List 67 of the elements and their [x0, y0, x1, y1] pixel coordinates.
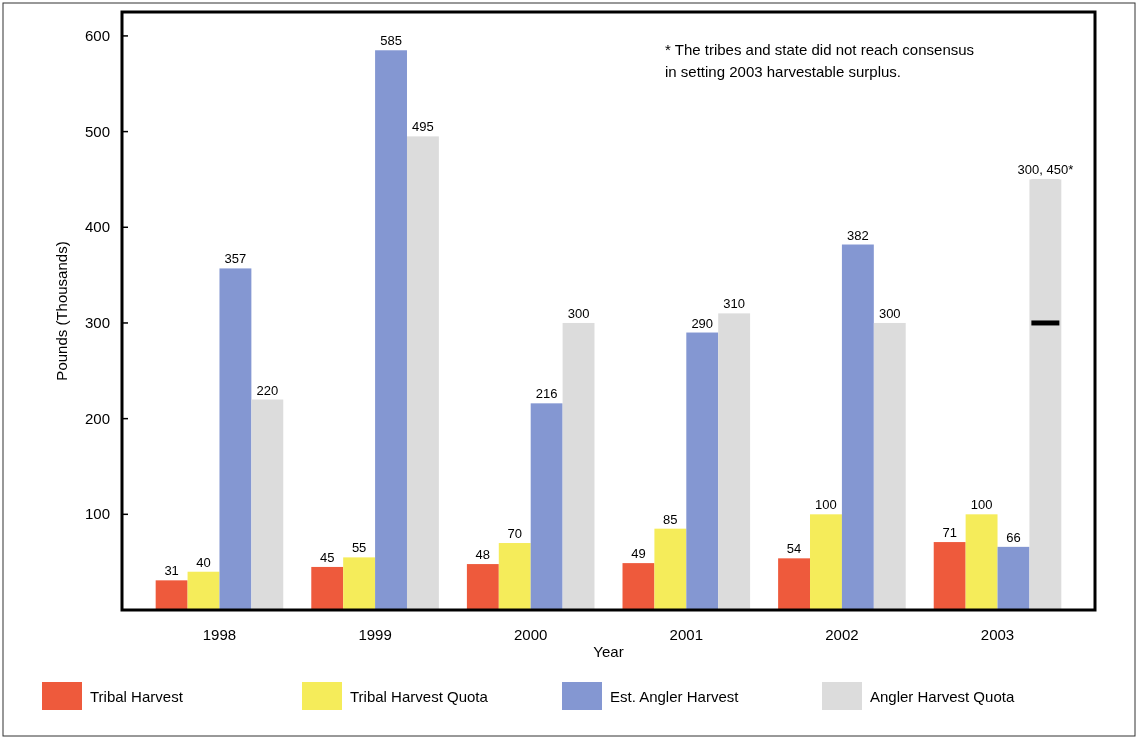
data-label: 300	[567, 305, 590, 321]
data-label: 54	[786, 541, 802, 557]
data-label: 55	[351, 540, 367, 556]
y-tick-label: 400	[84, 218, 110, 236]
data-label: 70	[507, 526, 522, 542]
bar	[810, 514, 842, 610]
annotation: * The tribes and state did not reach consensus in setting 2003 harvestable surplus.	[665, 41, 975, 80]
data-label: 40	[196, 554, 211, 570]
bar	[933, 542, 966, 610]
bar	[562, 322, 595, 610]
bar	[997, 546, 1030, 610]
bar	[155, 580, 188, 610]
data-label: 220	[256, 382, 279, 398]
bar	[1029, 179, 1062, 610]
x-tick-label: 2000	[514, 626, 548, 643]
data-label: 71	[942, 525, 957, 541]
bar	[965, 514, 998, 610]
y-tick-label: 600	[84, 26, 110, 44]
x-axis-title: Year	[593, 643, 624, 660]
data-label: 585	[380, 33, 402, 49]
bar	[498, 543, 531, 610]
x-tick-label: 2002	[825, 626, 859, 643]
y-tick-label: 200	[84, 409, 110, 427]
bar	[654, 528, 687, 610]
y-axis-title: Pounds (Thousands)	[53, 241, 70, 381]
bar	[622, 563, 655, 610]
bar	[778, 558, 811, 610]
data-label: 45	[320, 549, 335, 565]
x-tick-label: 2001	[669, 626, 703, 643]
data-label: 300, 450*	[1017, 162, 1074, 178]
y-tick-label: 100	[84, 505, 110, 523]
bar	[375, 50, 407, 610]
legend-label: Tribal Harvest	[90, 688, 184, 705]
data-label: 31	[164, 563, 179, 579]
bar	[718, 313, 751, 610]
bar	[187, 571, 220, 610]
y-tick-label: 500	[84, 122, 110, 140]
data-label: 48	[475, 547, 491, 563]
data-label: 216	[535, 386, 558, 402]
bar	[219, 268, 252, 610]
data-label: 66	[1006, 529, 1021, 545]
bar	[841, 244, 874, 610]
bar	[466, 564, 499, 610]
data-label: 382	[847, 227, 869, 243]
data-label: 85	[663, 511, 678, 527]
bar	[686, 332, 719, 610]
data-label: 49	[631, 546, 646, 562]
bar	[873, 322, 906, 610]
bar	[251, 399, 284, 610]
data-label: 290	[691, 315, 714, 331]
x-tick-label: 1998	[202, 626, 237, 643]
legend-label: Est. Angler Harvest	[610, 688, 740, 705]
x-tick-label: 2003	[980, 626, 1015, 643]
bar	[406, 136, 439, 610]
data-label: 300	[878, 305, 901, 321]
y-tick-label: 300	[84, 313, 110, 331]
data-label: 495	[412, 119, 434, 135]
data-label: 357	[224, 251, 247, 267]
legend-label: Angler Harvest Quota	[870, 688, 1015, 705]
data-label: 100	[970, 497, 993, 513]
bar	[343, 557, 376, 610]
legend-label: Tribal Harvest Quota	[350, 688, 489, 705]
x-tick-label: 1999	[358, 626, 392, 643]
data-label: 100	[815, 497, 837, 513]
bar	[530, 403, 563, 610]
bar	[311, 566, 344, 610]
data-label: 310	[723, 296, 746, 312]
